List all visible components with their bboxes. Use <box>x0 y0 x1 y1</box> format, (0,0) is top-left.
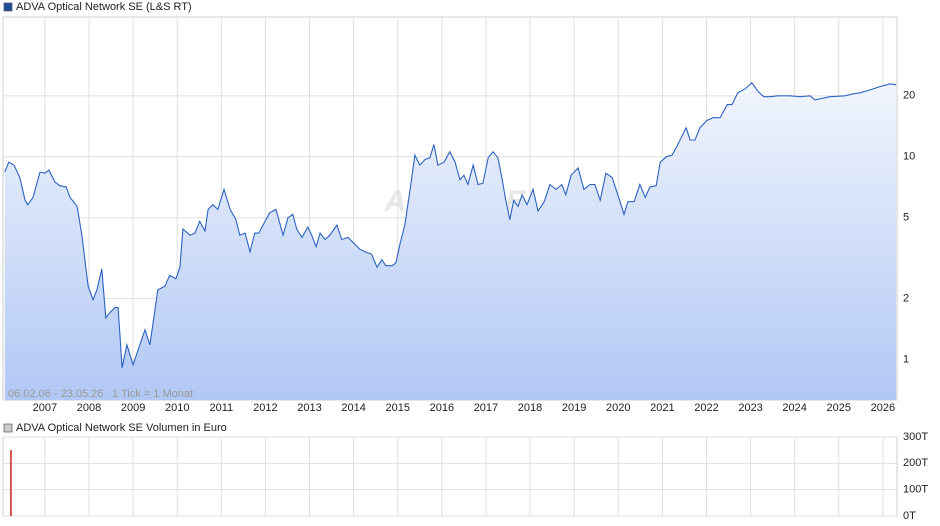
line <box>4 81 897 368</box>
x-tick-label: 2020 <box>606 402 630 414</box>
x-tick-label: 2012 <box>253 402 277 414</box>
x-tick-label: 2019 <box>562 402 586 414</box>
annotation: 06.02.06 - 23.05.26 <box>8 388 103 400</box>
x-tick-label: 2016 <box>430 402 454 414</box>
y-tick-label: 1 <box>903 353 909 365</box>
x-tick-label: 2026 <box>871 402 895 414</box>
x-tick-label: 2007 <box>33 402 57 414</box>
x-tick-label: 2010 <box>165 402 189 414</box>
area <box>4 82 897 401</box>
legend-label: ADVA Optical Network SE Volumen in Euro <box>16 422 227 434</box>
x-tick-label: 2017 <box>474 402 498 414</box>
y-tick-label: 20 <box>903 90 915 102</box>
x-tick-label: 2015 <box>385 402 409 414</box>
x-tick-label: 2021 <box>650 402 674 414</box>
annotation: 1 Tick = 1 Monat <box>112 388 193 400</box>
y-tick-label: 300T <box>903 431 928 443</box>
y-tick-label: 10 <box>903 151 915 163</box>
legend-label: ADVA Optical Network SE (L&S RT) <box>16 1 192 13</box>
x-tick-label: 2025 <box>827 402 851 414</box>
x-tick-label: 2011 <box>209 402 233 414</box>
x-tick-label: 2009 <box>121 402 145 414</box>
bar <box>9 450 12 516</box>
legend-swatch <box>3 2 13 12</box>
y-tick-label: 0T <box>903 510 916 522</box>
y-tick-label: 2 <box>903 292 909 304</box>
x-tick-label: 2024 <box>782 402 806 414</box>
plot-area <box>2 436 898 517</box>
x-tick-label: 2013 <box>297 402 321 414</box>
x-tick-label: 2008 <box>77 402 101 414</box>
y-tick-label: 200T <box>903 457 928 469</box>
x-tick-label: 2023 <box>738 402 762 414</box>
x-tick-label: 2022 <box>694 402 718 414</box>
legend-swatch <box>3 423 13 433</box>
y-tick-label: 5 <box>903 212 909 224</box>
x-tick-label: 2014 <box>341 402 365 414</box>
y-tick-label: 100T <box>903 484 928 496</box>
x-tick-label: 2018 <box>518 402 542 414</box>
